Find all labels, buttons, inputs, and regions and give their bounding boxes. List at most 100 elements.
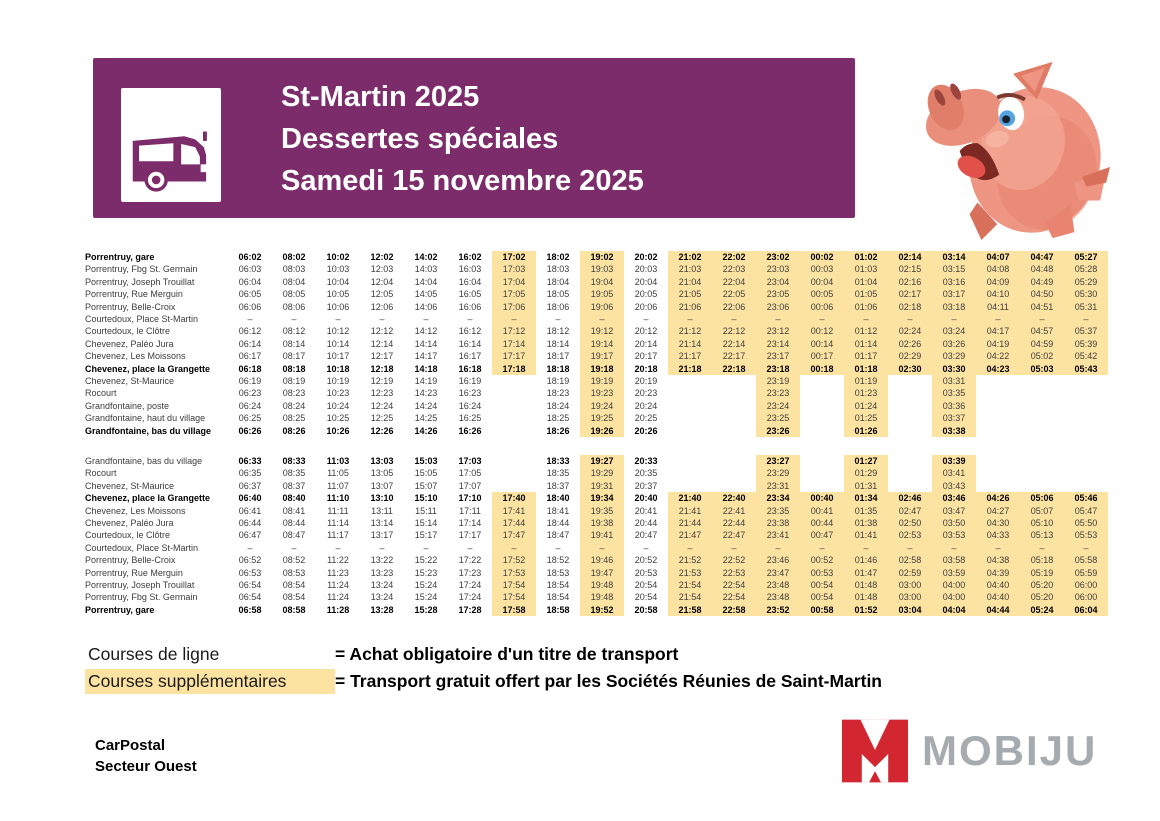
departure-time: 04:11 [976,300,1020,314]
departure-time: 19:27 [580,455,624,468]
departure-time: 15:17 [414,530,438,541]
departure-time: 18:06 [546,301,570,312]
departure-time: 17:02 [492,251,536,264]
departure-time: 11:07 [327,480,349,491]
departure-time: 05:27 [1064,251,1108,264]
stop-name: Porrentruy, Fbg St. Germain [85,592,198,603]
departure-time: 08:02 [282,252,306,262]
departure-time: 03:39 [932,455,976,468]
stop-name: Rocourt [85,468,117,479]
departure-time: 14:05 [414,289,438,300]
departure-time: 03:43 [932,479,976,493]
departure-time: 14:26 [414,425,438,436]
departure-time: 15:03 [414,456,438,466]
departure-time: 10:25 [326,413,350,424]
departure-time: 18:05 [546,289,570,300]
departure-time: 12:18 [370,363,394,374]
departure-time: 20:54 [634,592,658,603]
departure-time: 11:05 [327,468,349,479]
departure-time: 18:14 [546,338,570,349]
no-stop-cell: – [800,313,844,326]
no-stop-cell: – [335,314,341,325]
departure-time: 23:05 [756,288,800,301]
departure-time: 04:38 [976,554,1020,567]
departure-time: 12:19 [370,376,394,387]
departure-time: 12:04 [370,276,394,287]
no-stop-cell: – [976,541,1020,555]
departure-time: 19:03 [580,263,624,276]
departure-time: 17:06 [492,300,536,314]
departure-time: 01:47 [844,566,888,580]
no-stop-cell: – [291,542,297,553]
departure-time: 08:03 [282,264,306,275]
timetable-row: Grandfontaine, bas du village 06:26 08:26 1… [85,424,1108,438]
departure-time: 17:05 [492,288,536,301]
departure-time: 05:59 [1064,566,1108,580]
departure-time: 06:03 [238,264,262,275]
departure-time: 18:25 [546,413,570,424]
departure-time: 01:41 [844,529,888,542]
departure-time: 19:52 [580,603,624,617]
no-stop-cell: – [888,313,932,326]
departure-time: 19:19 [580,375,624,388]
stop-name: Chevenez, Les Moissons [85,505,186,516]
departure-time: 03:50 [932,517,976,530]
departure-time: 21:14 [668,337,712,351]
legend-label-regular-courses: Courses de ligne [88,644,220,664]
departure-time: 20:04 [634,276,658,287]
departure-time: 03:41 [932,467,976,480]
departure-time: 21:40 [668,492,712,505]
departure-time: 14:17 [414,351,438,362]
timetable-row: Courtedoux, Place St-Martin – – – – – – – – – – – – –… [85,313,1108,326]
departure-time: 20:26 [634,425,658,436]
departure-time: 19:47 [580,566,624,580]
departure-time: 18:40 [546,493,570,504]
departure-time: 23:26 [756,424,800,438]
empty-cell [976,425,1020,437]
no-stop-cell: – [1020,313,1064,326]
no-stop-cell: – [800,541,844,555]
departure-time: 01:34 [844,492,888,505]
empty-cell [976,412,1020,424]
departure-time: 03:30 [932,362,976,376]
departure-time: 16:23 [458,388,482,399]
departure-time: 05:03 [1020,362,1064,376]
departure-time: 23:12 [756,325,800,338]
departure-time: 21:03 [668,263,712,276]
departure-time: 00:04 [800,275,844,289]
empty-cell [1020,387,1064,399]
departure-time: 11:10 [326,493,350,504]
departure-time: 18:37 [546,480,570,491]
departure-time: 08:47 [282,530,306,541]
departure-time: 06:35 [238,468,262,479]
departure-time: 01:12 [844,325,888,338]
departure-time: 12:23 [370,388,394,399]
departure-time: 05:20 [1020,591,1064,604]
empty-cell [976,467,1020,479]
departure-time: 20:52 [634,555,658,566]
empty-cell [1020,467,1064,479]
no-stop-cell: – [643,542,649,553]
departure-time: 18:35 [546,468,570,479]
timetable-row: Porrentruy, gare 06:58 08:58 11:28 13:28 15:2… [85,603,1108,617]
departure-time: 08:24 [282,400,306,411]
departure-time: 08:54 [282,592,306,603]
departure-time: 16:24 [458,400,482,411]
empty-cell [712,480,756,492]
operator-sector: Secteur Ouest [95,758,197,775]
stop-name: Chevenez, Les Moissons [85,351,186,362]
departure-time: 04:39 [976,566,1020,580]
stop-name: Chevenez, Paléo Jura [85,518,174,529]
empty-cell [668,480,712,492]
departure-time: 04:33 [976,529,1020,542]
departure-time: 00:12 [800,325,844,338]
departure-time: 10:19 [326,376,350,387]
departure-time: 19:31 [580,479,624,493]
departure-time: 17:40 [492,492,536,505]
departure-time: 11:28 [326,604,350,615]
departure-time: 19:18 [580,362,624,376]
departure-time: 18:18 [546,363,570,374]
departure-time: 17:28 [458,604,482,615]
empty-cell [492,425,536,437]
departure-time: 20:19 [634,376,658,387]
